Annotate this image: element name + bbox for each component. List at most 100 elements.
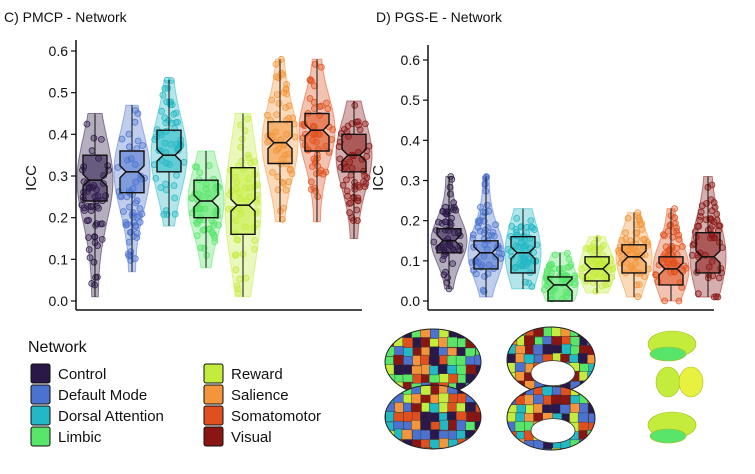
data-point [714, 293, 722, 301]
data-point [232, 266, 240, 274]
notched-box [621, 244, 647, 274]
data-point [251, 245, 259, 253]
data-point [174, 118, 182, 126]
data-point [317, 63, 325, 71]
data-point [679, 266, 686, 274]
data-point [351, 102, 359, 109]
data-point [242, 274, 250, 282]
data-point [278, 215, 286, 223]
data-point [641, 235, 648, 243]
subcortex-blob [678, 366, 704, 398]
data-point [446, 190, 454, 198]
data-point [171, 194, 179, 202]
subcortex-blob [655, 366, 681, 398]
data-point [282, 104, 290, 111]
notched-box [473, 240, 499, 270]
data-point [694, 222, 701, 230]
data-point [602, 281, 609, 289]
data-point [199, 226, 207, 234]
data-point [188, 194, 196, 202]
data-point [247, 159, 255, 167]
data-point [274, 173, 282, 181]
series-dorsal-attention [150, 76, 188, 227]
data-point [624, 214, 632, 222]
data-point [244, 151, 252, 159]
data-point [715, 222, 723, 230]
data-point [287, 165, 294, 173]
data-point [638, 225, 646, 233]
data-point [484, 232, 492, 239]
data-point [280, 180, 288, 187]
data-point [237, 143, 245, 151]
panel-pgse: D) PGS-E - Network ICC 0.0 0.1 0.2 0.3 0.4 0.… [370, 9, 727, 311]
y-tick-label: 0.0 [49, 293, 69, 309]
data-point [277, 55, 285, 63]
data-point [306, 76, 314, 84]
series-limbic [187, 150, 225, 269]
data-point [138, 210, 146, 218]
data-point [661, 297, 669, 305]
data-point [167, 77, 175, 84]
data-point [598, 282, 606, 290]
data-point [580, 264, 588, 271]
data-point [492, 221, 500, 229]
data-point [203, 251, 211, 259]
data-point [117, 192, 125, 200]
data-point [679, 243, 686, 250]
data-point [481, 180, 489, 188]
series-control [76, 113, 114, 298]
data-point [133, 197, 141, 205]
data-point [609, 265, 617, 273]
data-point [118, 135, 126, 143]
legend-label: Visual [231, 429, 272, 446]
data-point [347, 171, 355, 179]
data-point [615, 247, 622, 254]
data-point [83, 120, 91, 128]
data-point [273, 111, 281, 118]
data-point [95, 204, 102, 212]
panel-title-pgse: D) PGS-E - Network [376, 9, 503, 25]
data-point [88, 280, 96, 287]
series-reward [578, 234, 617, 295]
y-axis-label-pgse: ICC [370, 165, 387, 191]
data-point [193, 220, 201, 228]
data-point [134, 137, 142, 145]
series-salience [261, 55, 299, 223]
legend-swatch [203, 363, 224, 384]
data-point [551, 251, 559, 259]
data-point [88, 147, 96, 155]
data-point [362, 180, 370, 187]
notched-box [695, 231, 721, 274]
y-tick-label: 0.4 [49, 126, 69, 142]
data-point [159, 91, 167, 99]
data-point [158, 107, 166, 115]
data-point [446, 183, 454, 191]
y-tick-label: 0.3 [49, 168, 69, 184]
y-tick-label: 0.3 [401, 173, 421, 189]
data-point [710, 218, 718, 226]
data-point [504, 245, 512, 253]
data-point [193, 232, 201, 240]
data-point [688, 251, 696, 259]
y-tick-label: 0.1 [401, 253, 421, 269]
data-point [484, 224, 492, 232]
data-point [671, 205, 678, 213]
data-point [307, 185, 315, 193]
y-axis-label-pmcp: ICC [23, 165, 40, 191]
series-limbic [540, 249, 579, 303]
data-point [485, 207, 493, 215]
y-tick-label: 0.2 [49, 210, 69, 226]
legend-item-limbic: Limbic [30, 426, 102, 447]
data-point [530, 248, 537, 256]
data-point [244, 115, 252, 123]
data-point [280, 89, 288, 96]
y-tick-label: 0.4 [401, 132, 421, 148]
data-point [543, 282, 551, 290]
data-point [352, 118, 360, 126]
data-point [347, 199, 355, 207]
data-point [152, 174, 160, 182]
data-point [268, 168, 276, 176]
data-point [88, 203, 95, 211]
data-point [133, 234, 141, 241]
